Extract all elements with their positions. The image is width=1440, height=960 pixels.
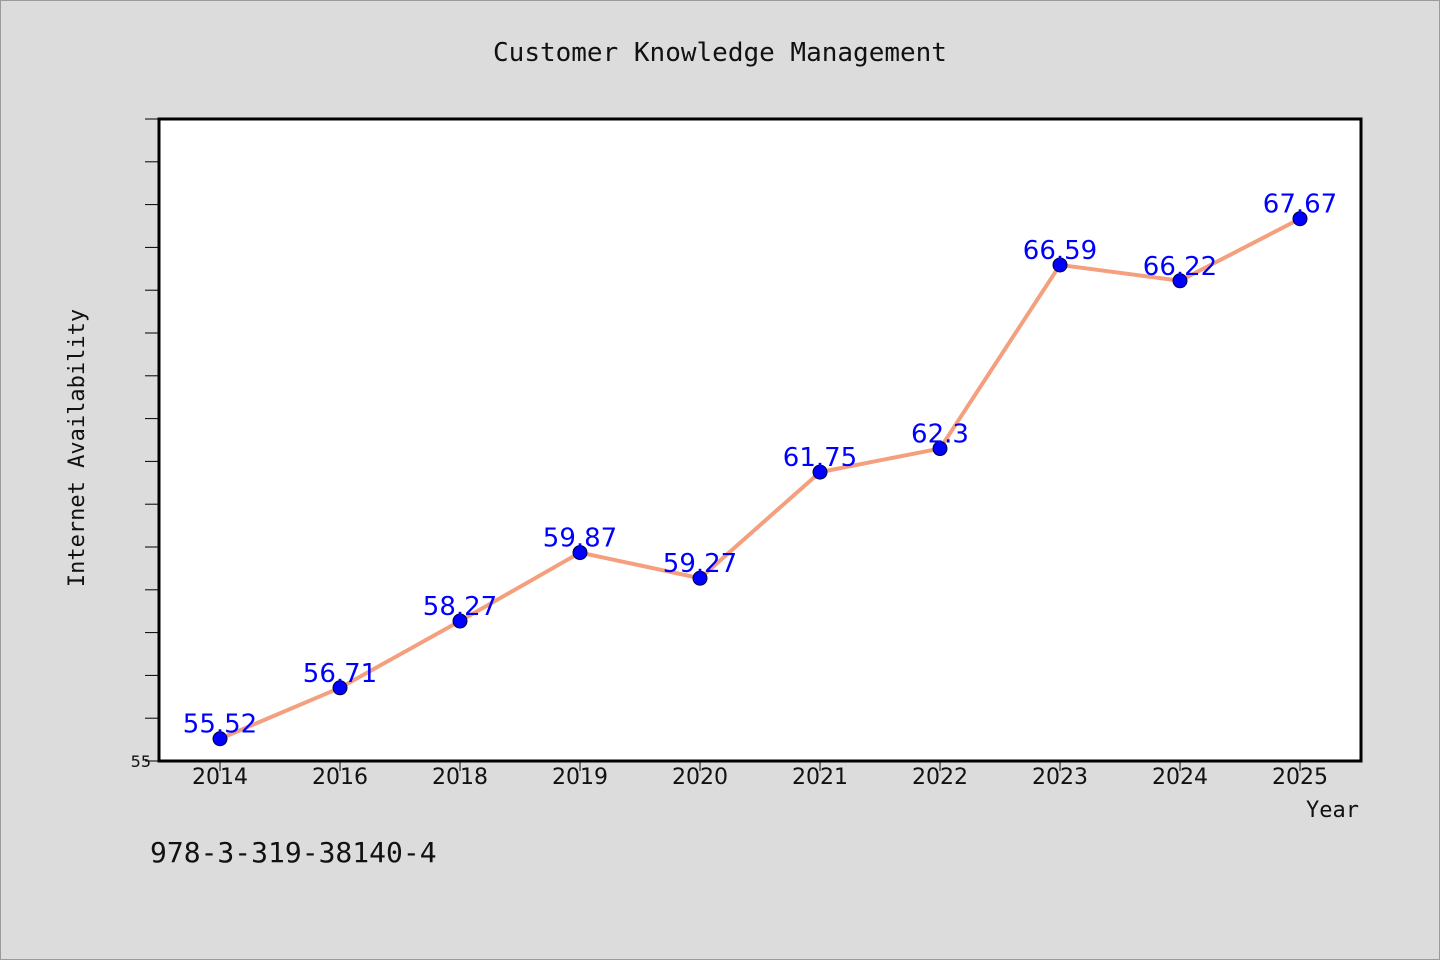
x-tick-label: 2014 bbox=[192, 765, 248, 790]
data-point bbox=[692, 570, 708, 586]
series-layer: 55.52 56.71 58.27 59.87 59.27 61.75 62.3 66.59 6… bbox=[183, 190, 1337, 747]
x-tick-label: 2022 bbox=[912, 765, 968, 790]
data-label: 58.27 bbox=[423, 592, 497, 622]
data-label: 56.71 bbox=[303, 659, 377, 689]
chart-title: Customer Knowledge Management bbox=[493, 38, 947, 68]
data-label: 55.52 bbox=[183, 710, 257, 740]
data-point bbox=[812, 464, 828, 480]
data-point bbox=[1052, 257, 1068, 273]
data-point bbox=[572, 545, 588, 561]
data-label: 61.75 bbox=[783, 443, 857, 473]
series-line bbox=[218, 216, 1302, 741]
x-axis-ticks: 2014 2016 2018 2019 2020 2021 2022 2023 2024 2025 bbox=[192, 761, 1328, 790]
data-label: 67.67 bbox=[1263, 190, 1337, 220]
data-point bbox=[212, 731, 228, 747]
x-tick-label: 2018 bbox=[432, 765, 488, 790]
y-tick-label: 55 bbox=[131, 752, 151, 771]
x-tick-label: 2023 bbox=[1032, 765, 1088, 790]
data-point bbox=[332, 680, 348, 696]
data-point bbox=[452, 613, 468, 629]
data-label: 59.87 bbox=[543, 524, 617, 554]
data-point bbox=[1292, 211, 1308, 227]
y-axis-ticks: 55 bbox=[131, 118, 159, 771]
x-tick-label: 2021 bbox=[792, 765, 848, 790]
x-tick-label: 2020 bbox=[672, 765, 728, 790]
x-tick-label: 2016 bbox=[312, 765, 368, 790]
data-point bbox=[932, 441, 948, 457]
x-tick-label: 2025 bbox=[1272, 765, 1328, 790]
x-tick-label: 2019 bbox=[552, 765, 608, 790]
data-label: 59.27 bbox=[663, 549, 737, 579]
data-point bbox=[1172, 273, 1188, 289]
y-axis-label: Internet Availability bbox=[65, 309, 90, 587]
x-tick-label: 2024 bbox=[1152, 765, 1208, 790]
data-label: 66.59 bbox=[1023, 236, 1097, 266]
x-axis-label: Year bbox=[1306, 798, 1359, 823]
data-label: 66.22 bbox=[1143, 252, 1217, 282]
data-label: 62.3 bbox=[911, 420, 969, 450]
plot-area bbox=[157, 117, 1363, 763]
isbn-text: 978-3-319-38140-4 bbox=[150, 836, 437, 869]
